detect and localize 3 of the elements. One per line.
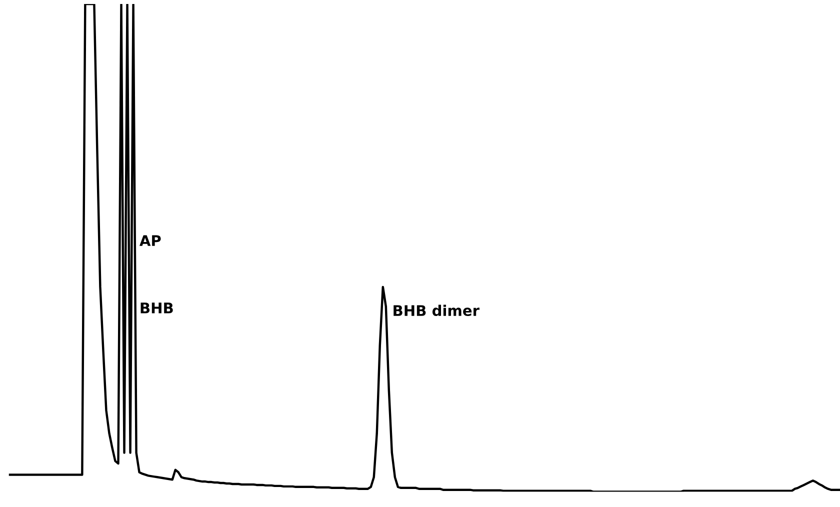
annotation: BHB: [140, 302, 173, 314]
annotation: AP: [140, 235, 161, 246]
annotation: BHB dimer: [394, 304, 480, 316]
